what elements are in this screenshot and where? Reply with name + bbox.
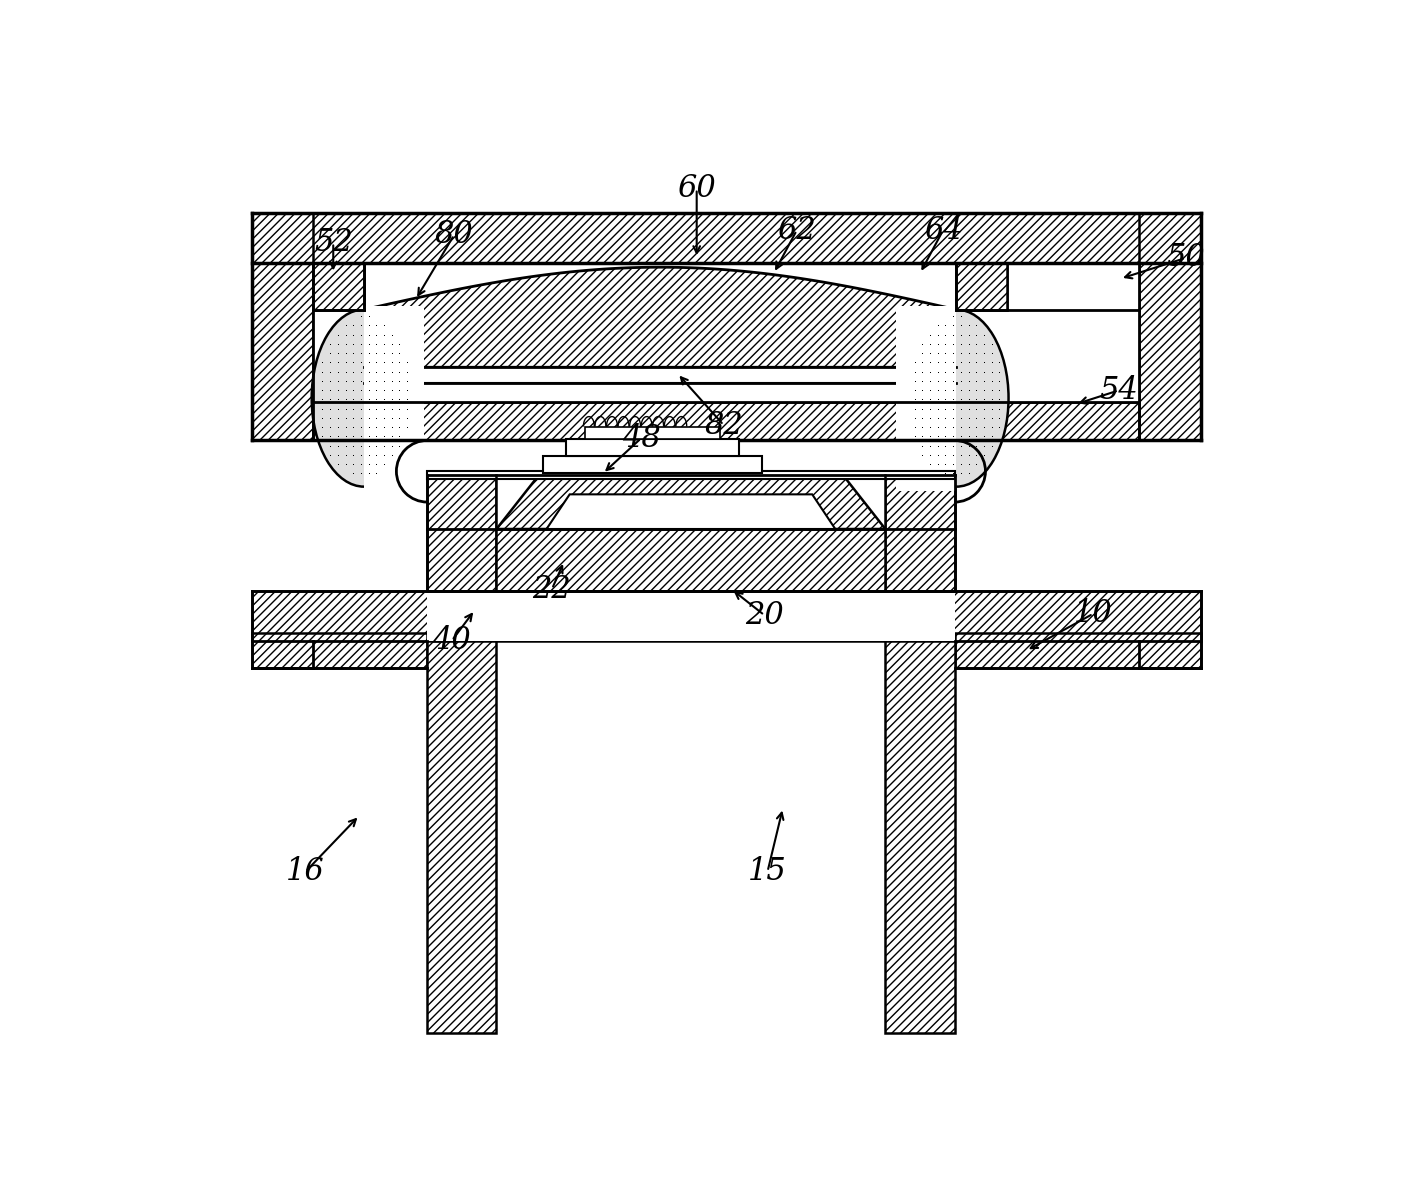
Bar: [251, 590, 1201, 641]
Bar: [417, 367, 903, 383]
Text: 20: 20: [744, 600, 784, 631]
Bar: [885, 475, 954, 590]
Bar: [903, 367, 956, 383]
Bar: [251, 632, 427, 667]
Bar: [427, 472, 954, 479]
Text: 52: 52: [313, 227, 353, 258]
Text: 16: 16: [286, 856, 325, 887]
Polygon shape: [546, 494, 835, 529]
Text: 54: 54: [1099, 374, 1139, 406]
Bar: [364, 306, 424, 491]
Text: 10: 10: [1073, 599, 1113, 629]
Text: 50: 50: [1166, 242, 1205, 274]
Bar: [956, 263, 1007, 310]
Bar: [543, 456, 761, 473]
Polygon shape: [364, 268, 956, 367]
Text: 60: 60: [678, 173, 716, 204]
Text: 48: 48: [623, 422, 661, 454]
Ellipse shape: [903, 310, 1008, 487]
Bar: [427, 641, 496, 1033]
Text: 15: 15: [749, 856, 787, 887]
Bar: [956, 263, 1007, 310]
Bar: [427, 475, 496, 590]
Polygon shape: [496, 475, 885, 529]
Bar: [313, 402, 1140, 440]
Bar: [586, 427, 720, 439]
Bar: [251, 214, 313, 440]
Bar: [885, 641, 954, 1033]
Bar: [896, 306, 956, 491]
Ellipse shape: [312, 310, 417, 487]
Text: 82: 82: [705, 409, 743, 440]
Bar: [313, 263, 364, 310]
Bar: [251, 214, 1201, 263]
Bar: [496, 529, 885, 590]
Text: 80: 80: [435, 220, 474, 251]
Bar: [427, 590, 954, 641]
Text: 64: 64: [923, 215, 963, 246]
Bar: [313, 263, 1140, 402]
Bar: [954, 632, 1201, 667]
Bar: [566, 439, 739, 456]
Text: 22: 22: [533, 574, 571, 605]
Text: 40: 40: [432, 625, 471, 656]
Text: 62: 62: [777, 215, 817, 246]
Bar: [496, 475, 885, 529]
Bar: [364, 367, 417, 383]
Bar: [1140, 214, 1201, 440]
Bar: [313, 263, 364, 310]
